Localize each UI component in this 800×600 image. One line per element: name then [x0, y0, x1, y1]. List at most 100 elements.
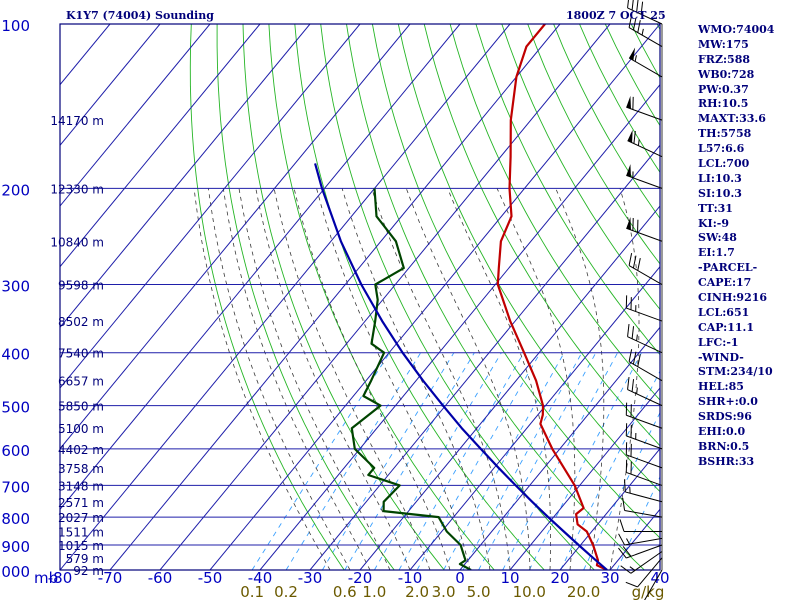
height-label: 7540 m — [58, 347, 104, 361]
isotherm — [60, 24, 261, 268]
isotherm — [60, 24, 411, 450]
wind-barb — [628, 47, 663, 78]
index-item: MAXT:33.6 — [698, 112, 766, 126]
mixing-ratio-label: 20.0 — [567, 583, 600, 600]
isotherm — [509, 387, 660, 570]
pressure-tick-label: 700 — [1, 478, 30, 496]
height-label: 5100 m — [58, 422, 104, 436]
pressure-tick-label: 100 — [1, 17, 30, 35]
temperature-tick-label: 30 — [600, 569, 619, 587]
isotherm — [60, 24, 311, 329]
wind-barb — [622, 497, 663, 518]
height-label: 2571 m — [58, 496, 104, 510]
index-item: LI:10.3 — [698, 171, 742, 185]
dry-adiabat — [397, 24, 660, 493]
pressure-tick-label: 500 — [1, 399, 30, 417]
wind-barb — [627, 0, 663, 25]
dry-adiabat — [216, 24, 395, 570]
wind-barb — [627, 129, 663, 158]
isotherm — [60, 24, 511, 570]
pressure-tick-label: 300 — [1, 278, 30, 296]
dry-adiabat — [527, 24, 660, 265]
index-item: -WIND- — [698, 350, 744, 364]
dry-adiabat — [475, 24, 660, 356]
index-item: WB0:728 — [698, 67, 755, 81]
index-item: STM:234/10 — [698, 365, 773, 379]
pressure-tick-label: 200 — [1, 181, 30, 199]
isotherm — [459, 326, 660, 570]
wind-barb — [627, 376, 663, 407]
index-item: CINH:9216 — [698, 291, 768, 305]
temperature-tick-label: -20 — [348, 569, 373, 587]
pressure-tick-label: 1000 — [0, 563, 30, 581]
temperature-profile — [496, 24, 608, 570]
isotherm — [309, 144, 660, 570]
wind-barb — [626, 217, 663, 242]
wind-barb — [626, 164, 663, 189]
index-item: SW:48 — [698, 231, 737, 245]
height-label: 2027 m — [58, 511, 104, 525]
height-label: 1511 m — [58, 525, 104, 539]
height-label: 12330 m — [50, 182, 104, 196]
index-item: TH:5758 — [698, 127, 752, 141]
wind-barb — [625, 442, 663, 469]
pressure-tick-label: 600 — [1, 442, 30, 460]
isotherm — [259, 83, 660, 570]
temperature-tick-label: -80 — [48, 569, 73, 587]
temperature-tick-label: -60 — [148, 569, 173, 587]
temperature-tick-label: -70 — [98, 569, 123, 587]
index-item: WMO:74004 — [698, 23, 775, 36]
index-item: PW:0.37 — [698, 82, 749, 96]
index-item: LCL:700 — [698, 157, 750, 171]
temperature-tick-label: 20 — [550, 569, 569, 587]
index-item: FRZ:588 — [698, 52, 751, 66]
dry-adiabat — [449, 24, 660, 401]
mixing-ratio-label: 0.2 — [274, 583, 298, 600]
wind-barb — [625, 557, 663, 588]
index-item: -PARCEL- — [698, 261, 758, 275]
temperature-tick-label: -10 — [398, 569, 423, 587]
index-item: SI:10.3 — [698, 186, 742, 200]
index-item: MW:175 — [698, 37, 749, 51]
isotherm — [60, 24, 461, 511]
mixing-ratio-label: 5.0 — [467, 583, 491, 600]
mixing-ratio-label: 2.0 — [405, 583, 429, 600]
wind-barb — [627, 324, 663, 354]
pressure-tick-label: 400 — [1, 346, 30, 364]
mixing-ratio-label: 3.0 — [432, 583, 456, 600]
temperature-tick-label: -50 — [198, 569, 223, 587]
height-label: 10840 m — [50, 235, 104, 249]
sounding-title: K1Y7 (74004) Sounding — [66, 9, 214, 22]
wind-barb — [619, 519, 662, 532]
height-label: 4402 m — [58, 443, 104, 457]
index-item: HEL:85 — [698, 380, 744, 394]
dry-adiabat — [268, 24, 495, 570]
index-item: EHI:0.0 — [698, 425, 746, 439]
index-item: CAP:11.1 — [698, 320, 755, 334]
mixing-ratio-label: 0.6 — [333, 583, 357, 600]
stability-indices-list: WMO:74004 MW:175 FRZ:588 WB0:728 PW:0.37 RH:1… — [698, 23, 774, 470]
wind-barb — [618, 533, 663, 546]
wind-barb — [625, 459, 663, 486]
index-item: TT:31 — [698, 201, 733, 215]
isotherm — [60, 24, 211, 207]
index-item: RH:10.5 — [698, 97, 749, 111]
isotherm — [409, 265, 660, 570]
temperature-tick-label: 0 — [455, 569, 465, 587]
wind-barb — [620, 551, 663, 574]
parcel-path — [314, 163, 608, 570]
index-item: LFC:-1 — [698, 335, 739, 349]
index-item: L57:6.6 — [698, 142, 745, 156]
wind-barb — [644, 569, 663, 600]
height-label: 3758 m — [58, 462, 104, 476]
height-label: 9598 m — [58, 279, 104, 293]
index-item: CAPE:17 — [698, 276, 752, 290]
index-item: BRN:0.5 — [698, 439, 750, 453]
pressure-tick-label: 800 — [1, 510, 30, 528]
wind-barb — [628, 253, 663, 285]
sounding-time: 1800Z 7 OCT 25 — [566, 9, 666, 22]
index-item: SRDS:96 — [698, 410, 752, 424]
pressure-tick-label: 900 — [1, 538, 30, 556]
mixing-ratio-unit-label: g/kg — [632, 583, 665, 600]
